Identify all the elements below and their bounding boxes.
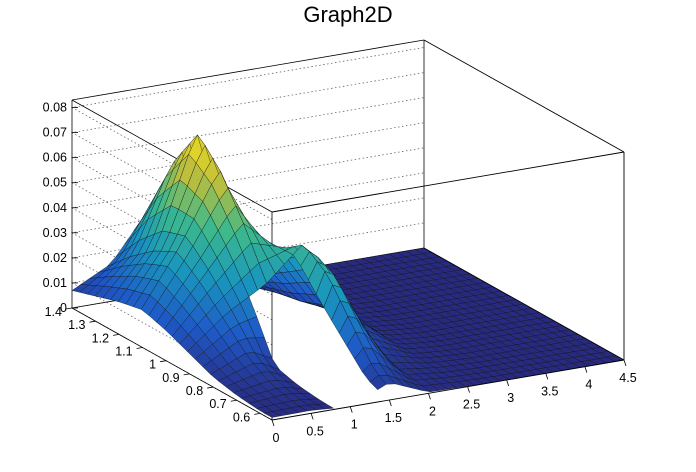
x-tick-mark [545, 373, 549, 380]
x-tick-label: 0.5 [306, 424, 323, 438]
y-tick-mark [160, 360, 167, 363]
x-tick-mark [388, 399, 392, 407]
z-tick-label: 0.01 [43, 276, 67, 290]
z-tick-label: 0.05 [43, 176, 67, 190]
y-tick-mark [89, 320, 96, 323]
y-tick-mark [112, 333, 120, 336]
z-gridline [70, 72, 425, 245]
z-tick-label: 0 [60, 301, 67, 315]
x-tick-mark [271, 419, 275, 427]
y-tick-mark [136, 347, 143, 349]
x-tick-label: 2 [429, 404, 436, 418]
front-edge [423, 247, 625, 361]
x-tick-label: 3 [507, 391, 514, 405]
y-tick-mark [65, 307, 73, 310]
z-tick-label: 0.03 [43, 226, 67, 240]
x-tick-mark [428, 393, 431, 400]
x-tick-label: 2.5 [463, 398, 480, 412]
z-tick-label: 0.02 [43, 251, 67, 265]
axis-ticks: 0 0.01 0.02 0.03 0.04 0.05 0.06 0.07 0.08 0 0.5 1 1.… [43, 101, 637, 445]
x-tick-label: 4.5 [619, 371, 636, 385]
x-tick-mark [623, 359, 627, 367]
x-tick-label: 0 [273, 431, 280, 445]
x-tick-mark [584, 366, 588, 373]
y-tick-mark [230, 399, 237, 402]
x-tick-label: 4 [585, 378, 592, 392]
front-edge [423, 39, 625, 153]
box-frame [271, 39, 625, 421]
x-tick-label: 3.5 [541, 384, 558, 398]
y-tick-mark [183, 373, 190, 376]
y-tick-label: 1 [149, 358, 156, 372]
z-gridline [70, 47, 425, 220]
x-tick-label: 1.5 [385, 411, 402, 425]
x-tick-mark [467, 386, 470, 393]
z-tick-label: 0.08 [43, 101, 67, 115]
back-edge [71, 99, 273, 213]
y-tick-mark [254, 413, 261, 415]
y-tick-mark [207, 386, 214, 389]
z-tick-label: 0.06 [43, 151, 67, 165]
back-edge [71, 39, 425, 101]
back-edge [71, 307, 273, 421]
y-tick-label: 0.7 [209, 397, 226, 411]
y-tick-label: 0.9 [162, 371, 179, 385]
y-tick-label: 0.6 [233, 410, 250, 424]
x-tick-mark [349, 406, 353, 413]
y-tick-label: 0.8 [186, 384, 203, 398]
z-tick-label: 0.07 [43, 126, 67, 140]
y-tick-label: 1.1 [115, 345, 132, 359]
y-tick-label: 1.3 [68, 318, 85, 332]
chart-title: Graph2D [303, 2, 393, 27]
surface-mesh [71, 134, 625, 418]
x-tick-mark [310, 413, 314, 420]
x-tick-mark [506, 379, 510, 387]
y-tick-label: 1.4 [45, 305, 62, 319]
surface-cell [316, 403, 335, 410]
x-tick-label: 1 [351, 418, 358, 432]
y-tick-label: 1.2 [92, 331, 109, 345]
front-edge [271, 151, 625, 213]
front-edge [271, 359, 625, 421]
z-tick-label: 0.04 [43, 201, 67, 215]
